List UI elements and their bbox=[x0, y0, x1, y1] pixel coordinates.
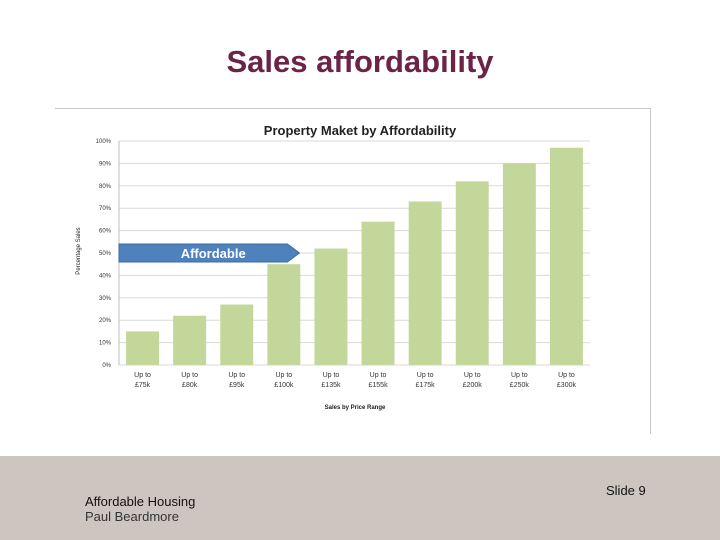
y-tick-label: 40% bbox=[99, 273, 112, 279]
x-tick-label: £80k bbox=[182, 382, 198, 389]
bar bbox=[408, 201, 442, 365]
y-tick-label: 50% bbox=[99, 251, 112, 257]
x-tick-label: £155k bbox=[369, 382, 389, 389]
bar bbox=[220, 304, 254, 365]
affordable-label: Affordable bbox=[181, 246, 246, 261]
x-tick-label: £75k bbox=[135, 382, 151, 389]
x-tick-label: Up to bbox=[417, 372, 434, 379]
bar bbox=[455, 181, 489, 365]
bar bbox=[267, 264, 301, 365]
chart-container: Property Maket by Affordability Percenta… bbox=[55, 108, 651, 434]
x-tick-label: £95k bbox=[229, 382, 245, 389]
footer-title: Affordable Housing bbox=[85, 494, 196, 509]
x-tick-label: £300k bbox=[557, 382, 577, 389]
slide-title: Sales affordability bbox=[226, 44, 494, 79]
x-tick-label: £135k bbox=[321, 382, 341, 389]
y-tick-label: 80% bbox=[99, 184, 112, 190]
affordable-annotation: Affordable bbox=[118, 243, 301, 263]
x-tick-label: £175k bbox=[416, 382, 436, 389]
y-tick-label: 70% bbox=[99, 206, 112, 212]
footer-author: Paul Beardmore bbox=[85, 509, 179, 524]
slide-label: Slide bbox=[606, 483, 635, 498]
x-tick-label: Up to bbox=[228, 372, 245, 379]
y-tick-labels: 0% 10% 20% 30% 40% 50% 60% 70% 80% 90% 100% bbox=[96, 139, 112, 369]
x-tick-label: Up to bbox=[464, 372, 481, 379]
x-tick-label: Up to bbox=[181, 372, 198, 379]
y-tick-label: 20% bbox=[99, 318, 112, 324]
y-tick-label: 60% bbox=[99, 229, 112, 235]
x-tick-label: £200k bbox=[463, 382, 483, 389]
slide-number: Slide 9 bbox=[606, 483, 646, 498]
y-tick-label: 0% bbox=[102, 363, 111, 369]
y-tick-label: 10% bbox=[99, 341, 112, 347]
x-tick-label: £100k bbox=[274, 382, 294, 389]
y-tick-label: 100% bbox=[96, 139, 112, 145]
x-axis-label: Sales by Price Range bbox=[325, 405, 386, 411]
x-tick-label: Up to bbox=[275, 372, 292, 379]
x-tick-label: £250k bbox=[510, 382, 530, 389]
affordability-bar-chart: Property Maket by Affordability Percenta… bbox=[76, 123, 590, 411]
chart-title: Property Maket by Affordability bbox=[264, 123, 457, 138]
bars bbox=[126, 147, 583, 365]
bar bbox=[314, 248, 348, 365]
y-tick-label: 90% bbox=[99, 161, 112, 167]
x-tick-label: Up to bbox=[370, 372, 387, 379]
footer-bar: Affordable Housing Paul Beardmore Slide … bbox=[0, 456, 720, 540]
bar bbox=[173, 315, 207, 365]
x-tick-label: Up to bbox=[558, 372, 575, 379]
slide-number-value: 9 bbox=[638, 483, 646, 498]
x-tick-label: Up to bbox=[511, 372, 528, 379]
bar bbox=[502, 163, 536, 365]
bar bbox=[361, 221, 395, 365]
affordable-arrow bbox=[118, 243, 301, 263]
x-tick-label: Up to bbox=[323, 372, 340, 379]
bar bbox=[126, 331, 160, 365]
x-tick-labels: Up to £75k Up to £80k Up to £95k Up to £100k Up … bbox=[134, 372, 576, 389]
x-tick-label: Up to bbox=[134, 372, 151, 379]
y-axis-label: Percentage Sales bbox=[76, 227, 82, 274]
bar bbox=[549, 147, 583, 365]
y-tick-label: 30% bbox=[99, 296, 112, 302]
